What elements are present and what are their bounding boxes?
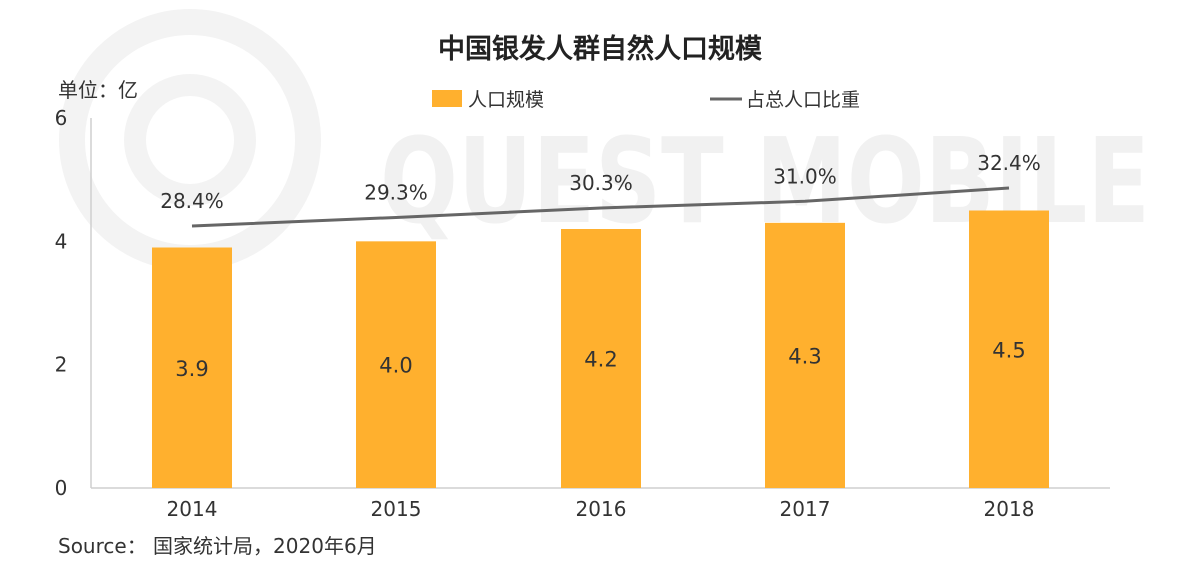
y-axis-ticks: 0 2 4 6	[55, 106, 68, 500]
line-value-labels: 28.4% 29.3% 30.3% 31.0% 32.4%	[160, 151, 1041, 213]
chart-title: 中国银发人群自然人口规模	[438, 33, 762, 65]
y-tick-label: 6	[55, 106, 68, 130]
y-tick-label: 2	[55, 353, 68, 377]
x-tick-label: 2014	[167, 497, 218, 521]
legend-label-bar: 人口规模	[468, 89, 544, 111]
bar-value-label: 4.2	[584, 348, 617, 372]
legend: 人口规模 占总人口比重	[432, 89, 860, 111]
line-value-label: 30.3%	[569, 171, 633, 195]
line-value-label: 29.3%	[364, 180, 428, 204]
bar-2017	[765, 222, 845, 489]
bar-value-labels: 3.9 4.0 4.2 4.3 4.5	[175, 338, 1025, 381]
bar-value-label: 4.3	[788, 344, 821, 368]
y-tick-label: 0	[55, 476, 68, 500]
x-tick-label: 2015	[371, 497, 422, 521]
line-value-label: 32.4%	[977, 151, 1041, 175]
bar-2014	[152, 247, 232, 488]
bar-2018	[969, 210, 1049, 488]
x-tick-label: 2016	[576, 497, 627, 521]
y-tick-label: 4	[55, 229, 68, 253]
bar-value-label: 3.9	[175, 357, 208, 381]
bar-value-label: 4.0	[379, 354, 412, 378]
bar-series	[152, 210, 1049, 489]
legend-label-line: 占总人口比重	[746, 89, 860, 111]
line-series	[191, 186, 1010, 228]
bar-2015	[356, 241, 436, 488]
legend-swatch-bar	[432, 90, 462, 107]
x-tick-label: 2017	[780, 497, 831, 521]
bar-value-label: 4.5	[992, 338, 1025, 362]
line-value-label: 28.4%	[160, 189, 224, 213]
line-value-label: 31.0%	[773, 164, 837, 188]
unit-label: 单位：亿	[58, 78, 138, 102]
x-axis-ticks: 2014 2015 2016 2017 2018	[167, 497, 1035, 521]
x-tick-label: 2018	[984, 497, 1035, 521]
source-note: Source： 国家统计局，2020年6月	[58, 534, 377, 558]
bar-2016	[561, 229, 641, 488]
